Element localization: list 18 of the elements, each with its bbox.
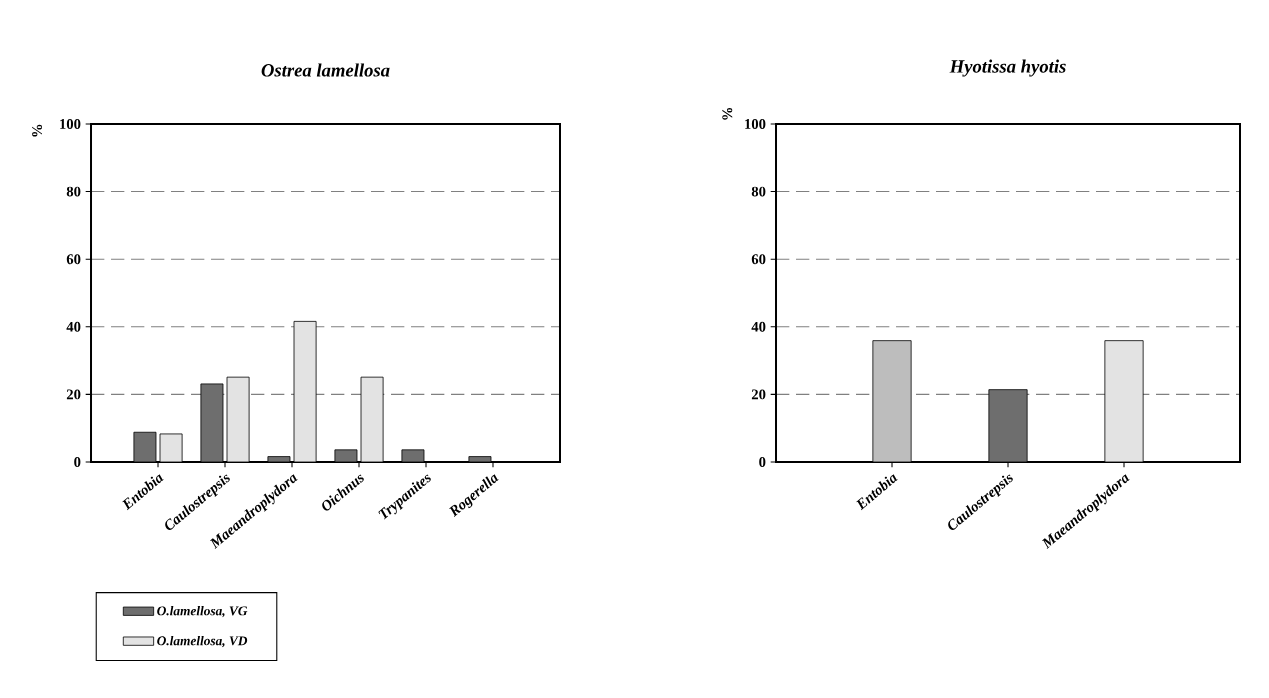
chart-title: Hyotissa hyotis: [949, 59, 1066, 77]
y-tick-label: 40: [751, 321, 766, 332]
y-tick-label: 0: [74, 457, 81, 467]
chart-title: Ostrea lamellosa: [261, 63, 390, 77]
y-tick-label: 60: [751, 254, 766, 265]
legend-label: O.lamellosa, VG: [157, 605, 248, 618]
y-tick-label: 100: [60, 119, 81, 129]
y-tick-label: 80: [66, 186, 81, 197]
y-tick-label: 80: [751, 186, 766, 197]
y-tick-label: 20: [751, 389, 766, 400]
y-tick-label: 40: [66, 321, 81, 332]
y-tick-label: 60: [66, 254, 81, 265]
y-tick-label: 100: [745, 119, 766, 129]
legend-label: O.lamellosa, VD: [157, 635, 248, 648]
y-axis-title: %: [722, 107, 733, 120]
y-tick-label: 0: [759, 457, 766, 467]
y-tick-label: 20: [66, 389, 81, 400]
y-axis-title: %: [32, 124, 43, 137]
